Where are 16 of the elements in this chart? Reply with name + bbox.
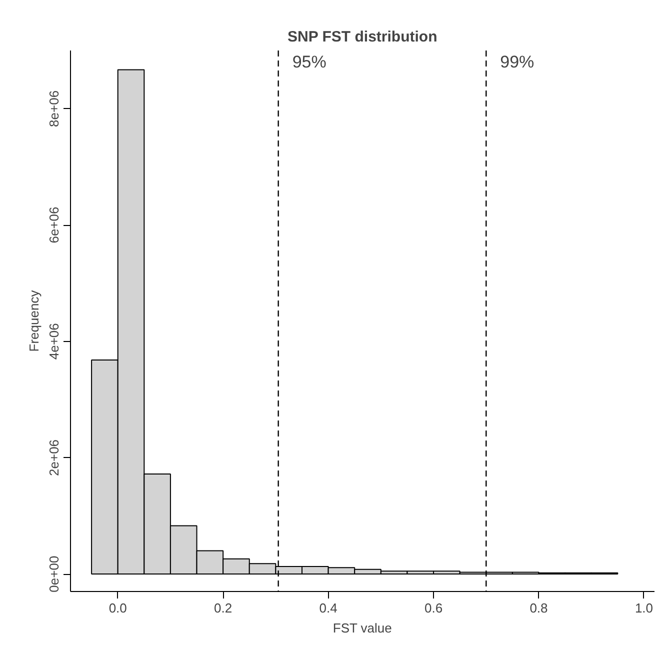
annotation: 95%: [292, 52, 326, 72]
x-tick-label: 0.8: [530, 600, 548, 616]
y-tick-label: 2e+06: [46, 439, 62, 476]
y-tick-label: 4e+06: [46, 323, 62, 360]
y-tick-label: 0e+00: [46, 556, 62, 592]
chart-title: SNP FST distribution: [288, 28, 438, 46]
x-tick-label: 0.6: [424, 600, 443, 616]
y-tick-label: 8e+06: [46, 90, 62, 127]
x-tick-label: 1.0: [634, 600, 654, 616]
annotation: 99%: [500, 52, 534, 72]
y-axis-title: Frequency: [26, 290, 42, 352]
x-tick-label: 0.0: [108, 600, 127, 616]
x-tick-label: 0.4: [319, 600, 338, 616]
x-tick-label: 0.2: [214, 600, 232, 616]
y-tick-label: 6e+06: [46, 206, 62, 244]
x-axis-title: FST value: [332, 620, 392, 636]
